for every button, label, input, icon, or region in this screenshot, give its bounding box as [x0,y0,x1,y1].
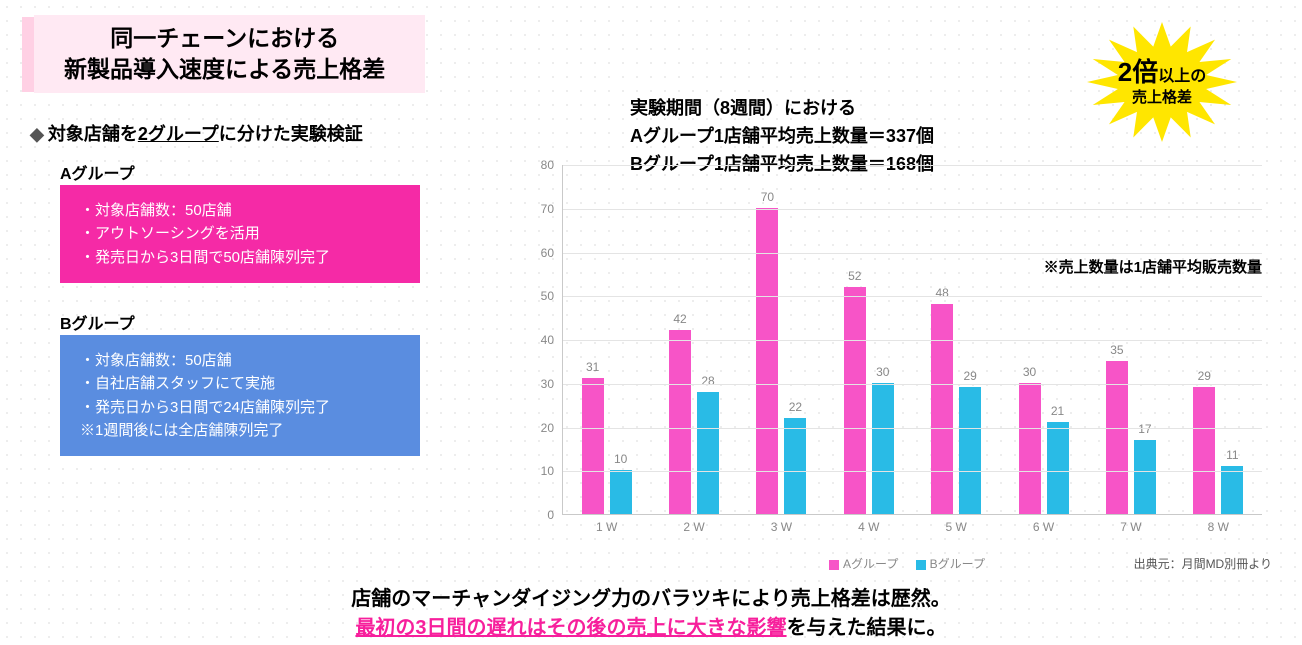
bar-value: 10 [610,452,632,466]
y-tick: 60 [541,246,554,260]
y-tick: 70 [541,202,554,216]
group-b-label: Bグループ [60,310,135,334]
bottom-summary: 店舗のマーチャンダイジング力のバラツキにより売上格差は歴然。 最初の3日間の遅れ… [0,585,1302,643]
legend-label-b: Bグループ [930,557,985,571]
burst-small: 売上格差 [1132,89,1192,106]
subtitle: ◆対象店舗を2グループに分けた実験検証 [30,120,363,146]
group-a-line: ・発売日から3日間で50店舗陳列完了 [80,246,400,269]
bar-value: 11 [1221,448,1243,462]
bottom-after: を与えた結果に。 [787,617,947,639]
x-tick: 3 W [738,520,825,534]
y-axis: 01020304050607080 [520,165,560,515]
gridline [563,384,1262,385]
chart-headline-2: Aグループ1店舗平均売上数量＝337個 [630,126,934,146]
diamond-icon: ◆ [30,124,44,144]
bar-a: 52 [844,287,866,515]
y-tick: 30 [541,377,554,391]
burst-mid: 以上の [1158,68,1206,85]
y-tick: 10 [541,464,554,478]
bottom-highlight: 最初の3日間の遅れはその後の売上に大きな影響 [355,617,786,639]
x-tick: 4 W [825,520,912,534]
bar-b: 10 [610,470,632,514]
bar-b: 30 [872,383,894,514]
bar-value: 29 [959,369,981,383]
gridline [563,253,1262,254]
bar-b: 21 [1047,422,1069,514]
bar-value: 48 [931,286,953,300]
subtitle-underline: 2グループ [138,124,219,144]
chart-headline-1: 実験期間（8週間）における [630,98,856,118]
bar-value: 35 [1106,343,1128,357]
x-tick: 1 W [563,520,650,534]
subtitle-before: 対象店舗を [48,124,138,144]
x-tick: 2 W [650,520,737,534]
bar-value: 31 [582,360,604,374]
title-block: 同一チェーンにおける 新製品導入速度による売上格差 [22,15,425,93]
subtitle-after: に分けた実験検証 [219,124,363,144]
bar-b: 17 [1134,440,1156,514]
gridline [563,296,1262,297]
legend-swatch-a [829,560,839,570]
bar-a: 29 [1193,387,1215,514]
gridline [563,209,1262,210]
group-a-line: ・アウトソーシングを活用 [80,222,400,245]
title-line1: 同一チェーンにおける [110,25,339,51]
y-tick: 50 [541,289,554,303]
bar-a: 30 [1019,383,1041,514]
group-b-line: ※1週間後には全店舗陳列完了 [80,419,400,442]
bar-b: 29 [959,387,981,514]
bar-a: 48 [931,304,953,514]
bar-value: 22 [784,400,806,414]
x-tick: 6 W [1000,520,1087,534]
x-tick: 7 W [1087,520,1174,534]
bar-chart: 01020304050607080 31101 W42282 W70223 W5… [520,165,1280,545]
burst-text: 2倍以上の 売上格差 [1118,57,1206,107]
bar-a: 70 [756,208,778,514]
title-line2: 新製品導入速度による売上格差 [64,56,385,82]
y-tick: 20 [541,421,554,435]
gridline [563,428,1262,429]
bar-b: 22 [784,418,806,514]
bar-value: 70 [756,190,778,204]
legend-label-a: Aグループ [843,557,898,571]
title-text: 同一チェーンにおける 新製品導入速度による売上格差 [34,15,425,93]
bar-a: 31 [582,378,604,514]
chart-source: 出典元：月間MD別冊より [1134,555,1272,572]
plot-area: 31101 W42282 W70223 W52304 W48295 W30216… [562,165,1262,515]
gridline [563,340,1262,341]
bottom-line1: 店舗のマーチャンダイジング力のバラツキにより売上格差は歴然。 [351,588,950,610]
legend-swatch-b [916,560,926,570]
gridline [563,471,1262,472]
group-a-label: Aグループ [60,160,135,184]
y-tick: 0 [547,508,554,522]
bar-b: 11 [1221,466,1243,514]
burst-big: 2倍 [1118,57,1158,87]
bar-b: 28 [697,392,719,515]
y-tick: 40 [541,333,554,347]
y-tick: 80 [541,158,554,172]
x-tick: 5 W [913,520,1000,534]
x-tick: 8 W [1175,520,1262,534]
bar-value: 30 [872,365,894,379]
bar-value: 29 [1193,369,1215,383]
bar-value: 30 [1019,365,1041,379]
bar-value: 21 [1047,404,1069,418]
bar-value: 17 [1134,422,1156,436]
group-b-box: ・対象店舗数：50店舗・自社店舗スタッフにて実施・発売日から3日間で24店舗陳列… [60,335,420,456]
title-accent-bar [22,17,34,92]
gridline [563,165,1262,166]
group-a-box: ・対象店舗数：50店舗・アウトソーシングを活用・発売日から3日間で50店舗陳列完… [60,185,420,283]
group-b-line: ・自社店舗スタッフにて実施 [80,372,400,395]
bar-value: 52 [844,269,866,283]
group-b-line: ・発売日から3日間で24店舗陳列完了 [80,396,400,419]
group-a-line: ・対象店舗数：50店舗 [80,199,400,222]
bar-a: 42 [669,330,691,514]
burst-badge: 2倍以上の 売上格差 [1072,22,1252,142]
group-b-line: ・対象店舗数：50店舗 [80,349,400,372]
bar-value: 28 [697,374,719,388]
bar-value: 42 [669,312,691,326]
